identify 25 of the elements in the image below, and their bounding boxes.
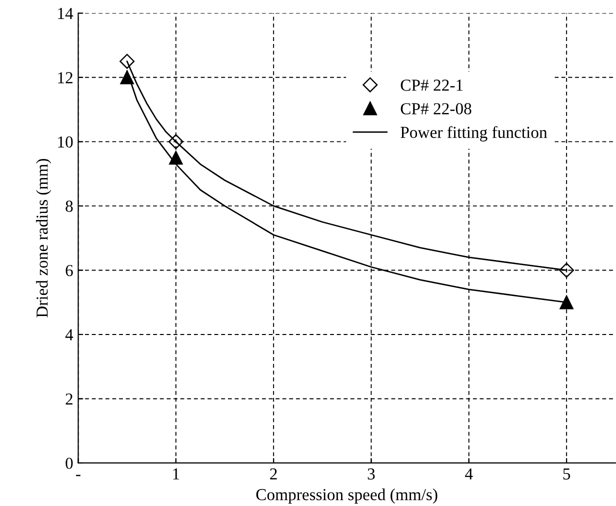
point — [169, 150, 183, 165]
x-tick-label: 3 — [368, 468, 375, 480]
x-tick-label: 4 — [465, 468, 473, 480]
point — [120, 54, 135, 69]
legend-label: Power fitting function — [400, 126, 548, 142]
y-tick-label: 0 — [66, 458, 73, 469]
x-tick-label: 1 — [173, 468, 180, 480]
y-tick-label: 10 — [58, 136, 73, 148]
legend-label: CP# 22-1 — [400, 80, 463, 91]
point — [168, 134, 184, 150]
x-axis-title: Compression speed (mm/s) — [256, 488, 438, 504]
y-tick-label: 4 — [65, 329, 74, 340]
x-tick-label: 5 — [563, 468, 570, 480]
y-tick-label: 6 — [66, 264, 73, 276]
point — [559, 262, 574, 278]
y-tick-label: 8 — [66, 200, 73, 212]
x-tick-label: - — [76, 474, 80, 476]
point — [120, 70, 134, 84]
point — [560, 295, 574, 310]
y-tick-label: 14 — [58, 8, 74, 19]
y-tick-label: 12 — [58, 72, 72, 84]
legend-label: CP# 22-08 — [400, 103, 472, 114]
y-axis-title: Dried zone radius (mm) — [36, 158, 52, 318]
y-tick-label: 2 — [66, 393, 72, 405]
x-tick-label: 2 — [270, 468, 277, 480]
